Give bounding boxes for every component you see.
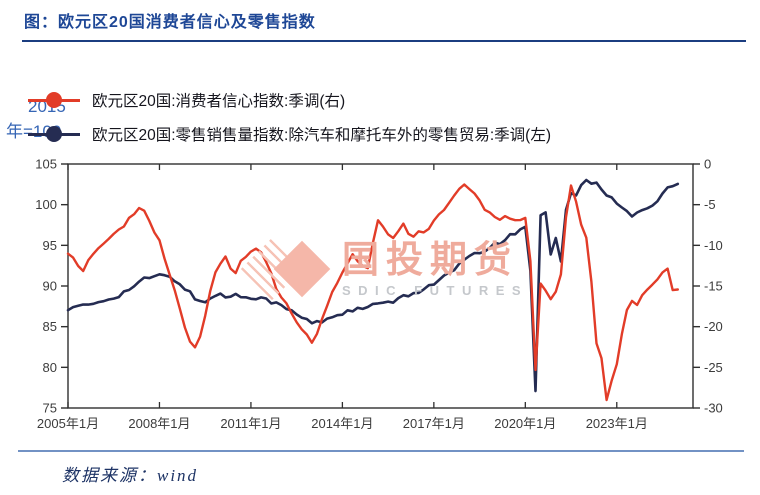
- svg-text:75: 75: [43, 401, 57, 416]
- svg-text:-5: -5: [704, 197, 716, 212]
- watermark-english-text: SDIC FUTURES: [342, 282, 529, 298]
- svg-text:-10: -10: [704, 238, 723, 253]
- chart-legend: 欧元区20国:消费者信心指数:季调(右) 欧元区20国:零售销售量指数:除汽车和…: [28, 85, 551, 153]
- svg-text:0: 0: [704, 157, 711, 172]
- svg-text:2011年1月: 2011年1月: [220, 416, 281, 431]
- chart-title: 图：欧元区20国消费者信心及零售指数: [24, 14, 316, 31]
- chart-area: 105 100 95 90 85 80 75 0 -5 -10 -15 -20 -25 -30 2005年1…: [0, 150, 760, 450]
- sdic-diamond-logo-icon: [240, 237, 332, 301]
- svg-text:2008年1月: 2008年1月: [128, 416, 190, 431]
- footer-divider: [18, 450, 744, 452]
- legend-label-confidence: 欧元区20国:消费者信心指数:季调(右): [92, 93, 346, 110]
- series-line-confidence: [66, 183, 679, 402]
- sdic-futures-watermark: 国投期货 SDIC FUTURES: [240, 237, 529, 301]
- y-axes: 105 100 95 90 85 80 75 0 -5 -10 -15 -20 -25 -30: [35, 157, 723, 416]
- svg-text:2017年1月: 2017年1月: [403, 416, 465, 431]
- x-axis: 2005年1月 2008年1月 2011年1月 2014年1月 2017年1月 2020年…: [37, 164, 648, 431]
- svg-text:95: 95: [43, 238, 57, 253]
- svg-text:2005年1月: 2005年1月: [37, 416, 99, 431]
- svg-text:90: 90: [43, 279, 57, 294]
- legend-label-retail: 欧元区20国:零售销售量指数:除汽车和摩托车外的零售贸易:季调(左): [92, 127, 551, 144]
- title-underline: [22, 40, 746, 42]
- svg-text:2014年1月: 2014年1月: [311, 416, 373, 431]
- watermark-chinese-text: 国投期货: [342, 238, 518, 280]
- svg-text:85: 85: [43, 319, 57, 334]
- legend-marker-navy-icon: [28, 126, 80, 142]
- svg-text:2020年1月: 2020年1月: [494, 416, 556, 431]
- legend-marker-red-icon: [28, 92, 80, 108]
- svg-text:-15: -15: [704, 279, 723, 294]
- svg-text:-30: -30: [704, 401, 723, 416]
- svg-text:2023年1月: 2023年1月: [586, 416, 648, 431]
- svg-text:-20: -20: [704, 319, 723, 334]
- svg-text:-25: -25: [704, 360, 723, 375]
- legend-item-confidence: 欧元区20国:消费者信心指数:季调(右): [28, 85, 551, 115]
- svg-text:80: 80: [43, 360, 57, 375]
- legend-item-retail: 欧元区20国:零售销售量指数:除汽车和摩托车外的零售贸易:季调(左): [28, 119, 551, 149]
- svg-text:100: 100: [35, 197, 57, 212]
- chart-plot: 105 100 95 90 85 80 75 0 -5 -10 -15 -20 -25 -30 2005年1…: [35, 157, 723, 432]
- svg-text:105: 105: [35, 157, 57, 172]
- data-source-note: 数据来源：wind: [62, 466, 199, 485]
